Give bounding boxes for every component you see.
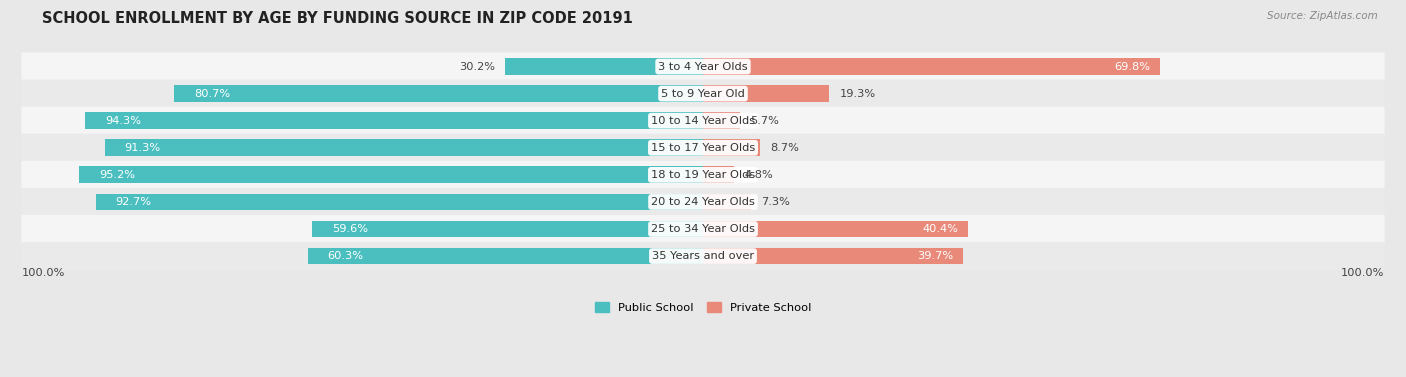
- Text: 35 Years and over: 35 Years and over: [652, 251, 754, 261]
- Text: 39.7%: 39.7%: [917, 251, 953, 261]
- Text: 5 to 9 Year Old: 5 to 9 Year Old: [661, 89, 745, 99]
- Text: Source: ZipAtlas.com: Source: ZipAtlas.com: [1267, 11, 1378, 21]
- Bar: [105, 139, 703, 156]
- Bar: [79, 166, 703, 183]
- Text: 10 to 14 Year Olds: 10 to 14 Year Olds: [651, 116, 755, 126]
- Text: 19.3%: 19.3%: [839, 89, 876, 99]
- Text: 20 to 24 Year Olds: 20 to 24 Year Olds: [651, 197, 755, 207]
- FancyBboxPatch shape: [21, 52, 1385, 81]
- FancyBboxPatch shape: [21, 215, 1385, 243]
- Bar: [86, 112, 703, 129]
- FancyBboxPatch shape: [21, 161, 1385, 189]
- Text: 25 to 34 Year Olds: 25 to 34 Year Olds: [651, 224, 755, 234]
- Text: 5.7%: 5.7%: [751, 116, 779, 126]
- Legend: Public School, Private School: Public School, Private School: [591, 297, 815, 317]
- Text: 91.3%: 91.3%: [124, 143, 160, 153]
- Text: SCHOOL ENROLLMENT BY AGE BY FUNDING SOURCE IN ZIP CODE 20191: SCHOOL ENROLLMENT BY AGE BY FUNDING SOUR…: [42, 11, 633, 26]
- Bar: [308, 248, 703, 264]
- Bar: [703, 248, 963, 264]
- FancyBboxPatch shape: [21, 107, 1385, 135]
- Text: 3 to 4 Year Olds: 3 to 4 Year Olds: [658, 61, 748, 72]
- Text: 8.7%: 8.7%: [770, 143, 799, 153]
- Text: 40.4%: 40.4%: [922, 224, 957, 234]
- Bar: [703, 112, 741, 129]
- Text: 60.3%: 60.3%: [328, 251, 364, 261]
- Text: 100.0%: 100.0%: [21, 268, 65, 278]
- Text: 30.2%: 30.2%: [460, 61, 495, 72]
- Text: 80.7%: 80.7%: [194, 89, 231, 99]
- Bar: [174, 85, 703, 102]
- Bar: [312, 221, 703, 238]
- Bar: [703, 221, 967, 238]
- Text: 7.3%: 7.3%: [761, 197, 790, 207]
- Text: 94.3%: 94.3%: [105, 116, 141, 126]
- Bar: [703, 166, 734, 183]
- FancyBboxPatch shape: [21, 242, 1385, 270]
- Bar: [96, 193, 703, 210]
- FancyBboxPatch shape: [21, 134, 1385, 162]
- Bar: [505, 58, 703, 75]
- Text: 92.7%: 92.7%: [115, 197, 152, 207]
- Text: 95.2%: 95.2%: [98, 170, 135, 180]
- FancyBboxPatch shape: [21, 188, 1385, 216]
- Bar: [703, 139, 761, 156]
- Text: 100.0%: 100.0%: [1341, 268, 1385, 278]
- Text: 15 to 17 Year Olds: 15 to 17 Year Olds: [651, 143, 755, 153]
- FancyBboxPatch shape: [21, 80, 1385, 108]
- Bar: [703, 193, 751, 210]
- Text: 4.8%: 4.8%: [744, 170, 773, 180]
- Bar: [703, 58, 1160, 75]
- Text: 59.6%: 59.6%: [332, 224, 368, 234]
- Text: 69.8%: 69.8%: [1115, 61, 1150, 72]
- Bar: [703, 85, 830, 102]
- Text: 18 to 19 Year Olds: 18 to 19 Year Olds: [651, 170, 755, 180]
